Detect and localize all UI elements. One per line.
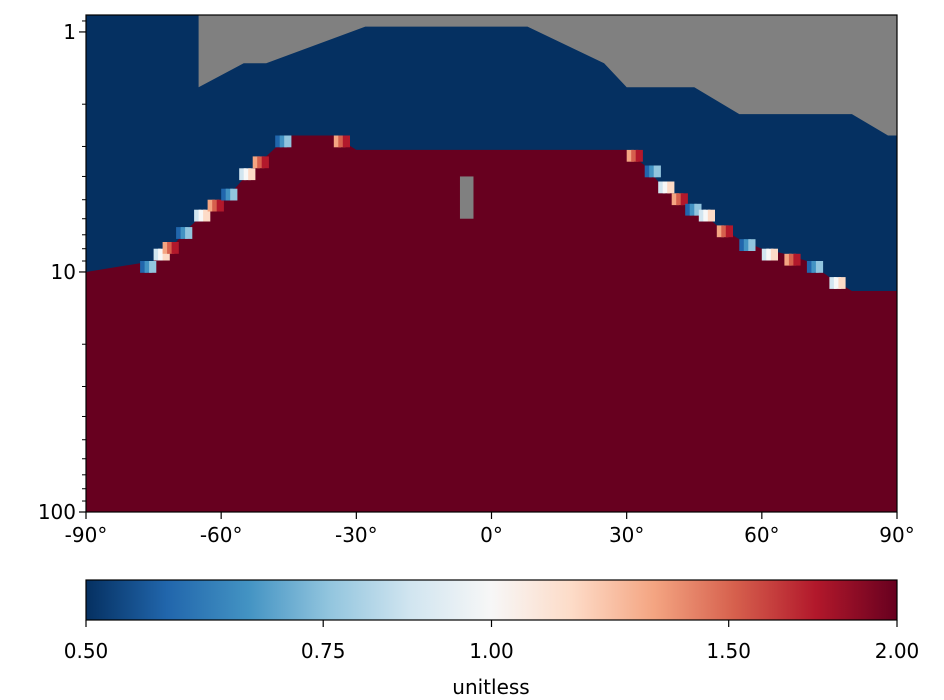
transition-cell (167, 242, 175, 254)
transition-cell (252, 156, 260, 169)
colorbar-tick-label: 0.75 (301, 639, 346, 663)
y-tick-label: 10 (51, 260, 76, 284)
transition-cell (162, 248, 170, 261)
transition-cell (257, 156, 265, 169)
transition-cell (162, 242, 170, 254)
colorbar-tick-label: 0.50 (64, 639, 109, 663)
transition-cell (653, 165, 661, 178)
x-tick-label: 30° (609, 523, 644, 547)
transition-cell (739, 239, 747, 251)
transition-cell (248, 168, 256, 181)
colorbar-tick-label: 2.00 (875, 639, 920, 663)
transition-cell (144, 261, 152, 273)
colorbar-tick-label: 1.50 (706, 639, 751, 663)
heatmap-high-region (86, 135, 897, 512)
transition-cell (788, 253, 797, 266)
transition-cell (212, 199, 220, 212)
x-axis: -90° -60° -30° 0° 30° 60° 90° (65, 512, 915, 547)
transition-cell (833, 277, 842, 289)
transition-cell (176, 227, 184, 239)
transition-cell (158, 248, 166, 261)
transition-cell (743, 239, 751, 251)
transition-cell (806, 261, 815, 273)
y-axis: 1 10 100 (38, 20, 86, 524)
transition-cell (153, 248, 161, 261)
transition-cell (225, 188, 233, 201)
transition-cell (667, 181, 675, 194)
plot-area (86, 15, 897, 512)
transition-cell (194, 209, 202, 222)
transition-cell (770, 248, 778, 261)
transition-cell (185, 227, 193, 239)
transition-cell (680, 193, 688, 206)
transition-cell (239, 168, 247, 181)
transition-cell (748, 239, 756, 251)
transition-cell (811, 261, 819, 273)
transition-cell (716, 225, 724, 238)
colorbar-gradient (86, 580, 897, 620)
transition-cell (338, 135, 346, 148)
heatmap-missing-region (198, 15, 897, 136)
transition-cell (243, 168, 251, 181)
y-tick-label: 1 (63, 20, 76, 44)
transition-cell (676, 193, 684, 206)
transition-cell (230, 188, 238, 201)
transition-cell (140, 261, 148, 273)
transition-cell (631, 149, 639, 162)
transition-cell (793, 253, 801, 266)
x-tick-label: 0° (480, 523, 503, 547)
colorbar-ticks: 0.50 0.75 1.00 1.50 2.00 (64, 620, 920, 663)
transition-cell (221, 188, 229, 201)
transition-cell (180, 227, 188, 239)
x-tick-label: -60° (200, 523, 243, 547)
transition-cell (279, 135, 287, 148)
transition-cell (342, 135, 350, 148)
transition-cell (761, 248, 769, 261)
colorbar-label: unitless (452, 675, 529, 699)
transition-cell (635, 149, 643, 162)
transition-cell (649, 165, 657, 178)
transition-cell (838, 277, 846, 289)
transition-cell (198, 209, 206, 222)
transition-cell (685, 203, 693, 216)
transition-cell (644, 165, 652, 178)
transition-cell (766, 248, 774, 261)
transition-cells (140, 135, 846, 289)
transition-cell (815, 261, 824, 273)
transition-cell (207, 199, 215, 212)
transition-cell (626, 149, 634, 162)
transition-cell (171, 242, 179, 254)
transition-cell (784, 253, 792, 266)
x-tick-label: -30° (335, 523, 378, 547)
transition-cell (275, 135, 283, 148)
transition-cell (721, 225, 729, 238)
transition-cell (261, 156, 269, 169)
heatmap-missing-patch (459, 176, 474, 219)
transition-cell (662, 181, 670, 194)
transition-cell (149, 261, 157, 273)
transition-cell (689, 203, 697, 216)
x-tick-label: 90° (879, 523, 914, 547)
transition-cell (707, 209, 715, 222)
transition-cell (284, 135, 292, 148)
colorbar: 0.50 0.75 1.00 1.50 2.00 unitless (64, 579, 920, 699)
transition-cell (671, 193, 679, 206)
transition-cell (216, 199, 224, 212)
transition-cell (333, 135, 341, 148)
transition-cell (694, 203, 702, 216)
transition-cell (203, 209, 211, 222)
transition-cell (658, 181, 666, 194)
colorbar-tick-label: 1.00 (469, 639, 514, 663)
y-tick-label: 100 (38, 500, 76, 524)
x-tick-label: 60° (744, 523, 779, 547)
transition-cell (725, 225, 733, 238)
transition-cell (829, 277, 837, 289)
x-tick-label: -90° (65, 523, 108, 547)
transition-cell (698, 209, 706, 222)
transition-cell (703, 209, 711, 222)
